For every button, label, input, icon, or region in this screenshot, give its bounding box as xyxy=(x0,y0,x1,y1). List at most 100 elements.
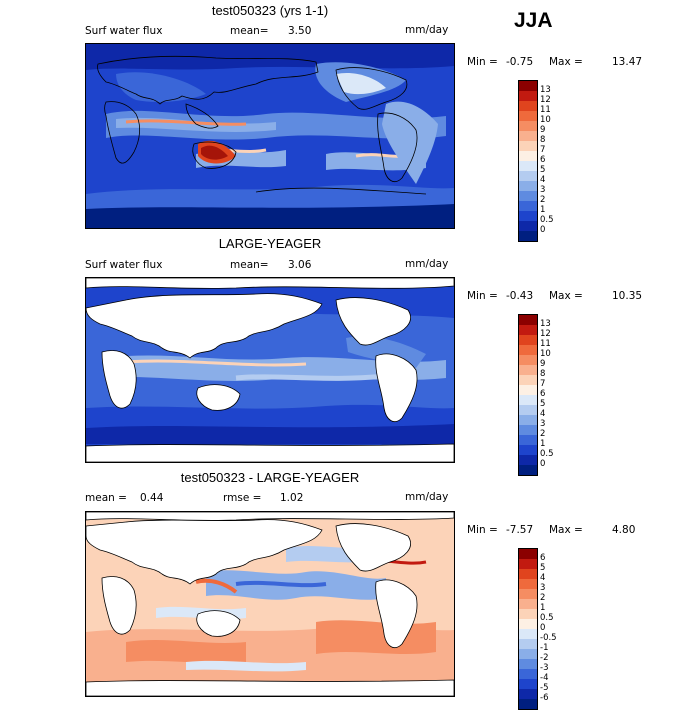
panel-3-max-value: 4.80 xyxy=(612,524,636,536)
colorbar-tick: 8 xyxy=(540,135,546,145)
colorbar-tick: 6 xyxy=(540,389,546,399)
colorbar-tick: 3 xyxy=(540,419,546,429)
colorbar-tick: 11 xyxy=(540,339,551,349)
swatch xyxy=(519,425,537,435)
panel-3-units: mm/day xyxy=(405,491,449,503)
colorbar-tick: 3 xyxy=(540,185,546,195)
swatch xyxy=(519,91,537,101)
panel-2-min-label: Min = xyxy=(467,290,498,302)
colorbar-tick: 12 xyxy=(540,329,551,339)
swatch xyxy=(519,679,537,689)
panel-1-title: test050323 (yrs 1-1) xyxy=(211,3,329,18)
swatch xyxy=(519,131,537,141)
panel-3-title: test050323 - LARGE-YEAGER xyxy=(180,470,360,485)
colorbar-tick: 1 xyxy=(540,603,546,613)
panel-2-mean-value: 3.06 xyxy=(288,259,312,271)
panel-2-colorbar xyxy=(518,314,538,476)
colorbar-tick: -4 xyxy=(540,673,549,683)
panel-3-colorbar xyxy=(518,548,538,710)
colorbar-tick: 12 xyxy=(540,95,551,105)
colorbar-tick: -2 xyxy=(540,653,549,663)
swatch xyxy=(519,211,537,221)
colorbar-tick: -5 xyxy=(540,683,549,693)
swatch xyxy=(519,101,537,111)
panel-1-colorbar xyxy=(518,80,538,242)
panel-1-max-label: Max = xyxy=(549,56,583,68)
panel-2-title: LARGE-YEAGER xyxy=(218,236,322,251)
colorbar-tick: 9 xyxy=(540,125,546,135)
panel-2-map xyxy=(85,277,455,463)
panel-1-min-value: -0.75 xyxy=(506,56,534,68)
swatch xyxy=(519,659,537,669)
panel-2-colorbar-ticks: 13 12 11 10 9 8 7 6 5 4 3 2 1 0.5 0 xyxy=(540,319,554,469)
colorbar-tick: 0.5 xyxy=(540,215,554,225)
colorbar-tick: 7 xyxy=(540,145,546,155)
swatch xyxy=(519,669,537,679)
swatch xyxy=(519,465,537,475)
colorbar-tick: 2 xyxy=(540,593,546,603)
swatch xyxy=(519,455,537,465)
panel-2-units: mm/day xyxy=(405,258,449,270)
swatch xyxy=(519,699,537,709)
swatch xyxy=(519,81,537,91)
swatch xyxy=(519,689,537,699)
swatch xyxy=(519,111,537,121)
colorbar-tick: 5 xyxy=(540,399,546,409)
colorbar-tick: 6 xyxy=(540,553,546,563)
colorbar-tick: 10 xyxy=(540,349,551,359)
panel-2-variable-label: Surf water flux xyxy=(85,259,163,271)
colorbar-tick: 11 xyxy=(540,105,551,115)
panel-3-map xyxy=(85,511,455,697)
panel-3-rmse-value: 1.02 xyxy=(280,492,304,504)
colorbar-tick: 9 xyxy=(540,359,546,369)
colorbar-tick: 3 xyxy=(540,583,546,593)
swatch xyxy=(519,445,537,455)
colorbar-tick: 0 xyxy=(540,459,546,469)
panel-1-mean-label: mean= xyxy=(230,25,269,37)
swatch xyxy=(519,385,537,395)
swatch xyxy=(519,639,537,649)
swatch xyxy=(519,335,537,345)
swatch xyxy=(519,609,537,619)
season-label: JJA xyxy=(514,9,553,32)
panel-2-min-value: -0.43 xyxy=(506,290,534,302)
panel-1-variable-label: Surf water flux xyxy=(85,25,163,37)
colorbar-tick: 5 xyxy=(540,563,546,573)
swatch xyxy=(519,589,537,599)
swatch xyxy=(519,325,537,335)
colorbar-tick: 4 xyxy=(540,175,546,185)
swatch xyxy=(519,579,537,589)
colorbar-tick: 0 xyxy=(540,623,546,633)
colorbar-tick: 2 xyxy=(540,429,546,439)
swatch xyxy=(519,375,537,385)
panel-3-min-label: Min = xyxy=(467,524,498,536)
swatch xyxy=(519,171,537,181)
colorbar-tick: 2 xyxy=(540,195,546,205)
panel-1-mean-value: 3.50 xyxy=(288,25,312,37)
colorbar-tick: 0.5 xyxy=(540,613,554,623)
panel-1-units: mm/day xyxy=(405,24,449,36)
panel-2-max-label: Max = xyxy=(549,290,583,302)
colorbar-tick: 13 xyxy=(540,319,551,329)
panel-1-colorbar-ticks: 13 12 11 10 9 8 7 6 5 4 3 2 1 0.5 0 xyxy=(540,85,554,235)
panel-1-max-value: 13.47 xyxy=(612,56,643,68)
panel-2-mean-label: mean= xyxy=(230,259,269,271)
panel-2-max-value: 10.35 xyxy=(612,290,643,302)
panel-3-min-value: -7.57 xyxy=(506,524,534,536)
colorbar-tick: -3 xyxy=(540,663,549,673)
swatch xyxy=(519,365,537,375)
swatch xyxy=(519,161,537,171)
colorbar-tick: 0.5 xyxy=(540,449,554,459)
swatch xyxy=(519,355,537,365)
swatch xyxy=(519,599,537,609)
panel-3-mean-value: 0.44 xyxy=(140,492,164,504)
colorbar-tick: 5 xyxy=(540,165,546,175)
colorbar-tick: 4 xyxy=(540,409,546,419)
colorbar-tick: 10 xyxy=(540,115,551,125)
panel-1-min-label: Min = xyxy=(467,56,498,68)
swatch xyxy=(519,121,537,131)
colorbar-tick: 7 xyxy=(540,379,546,389)
swatch xyxy=(519,649,537,659)
colorbar-tick: 1 xyxy=(540,439,546,449)
swatch xyxy=(519,191,537,201)
